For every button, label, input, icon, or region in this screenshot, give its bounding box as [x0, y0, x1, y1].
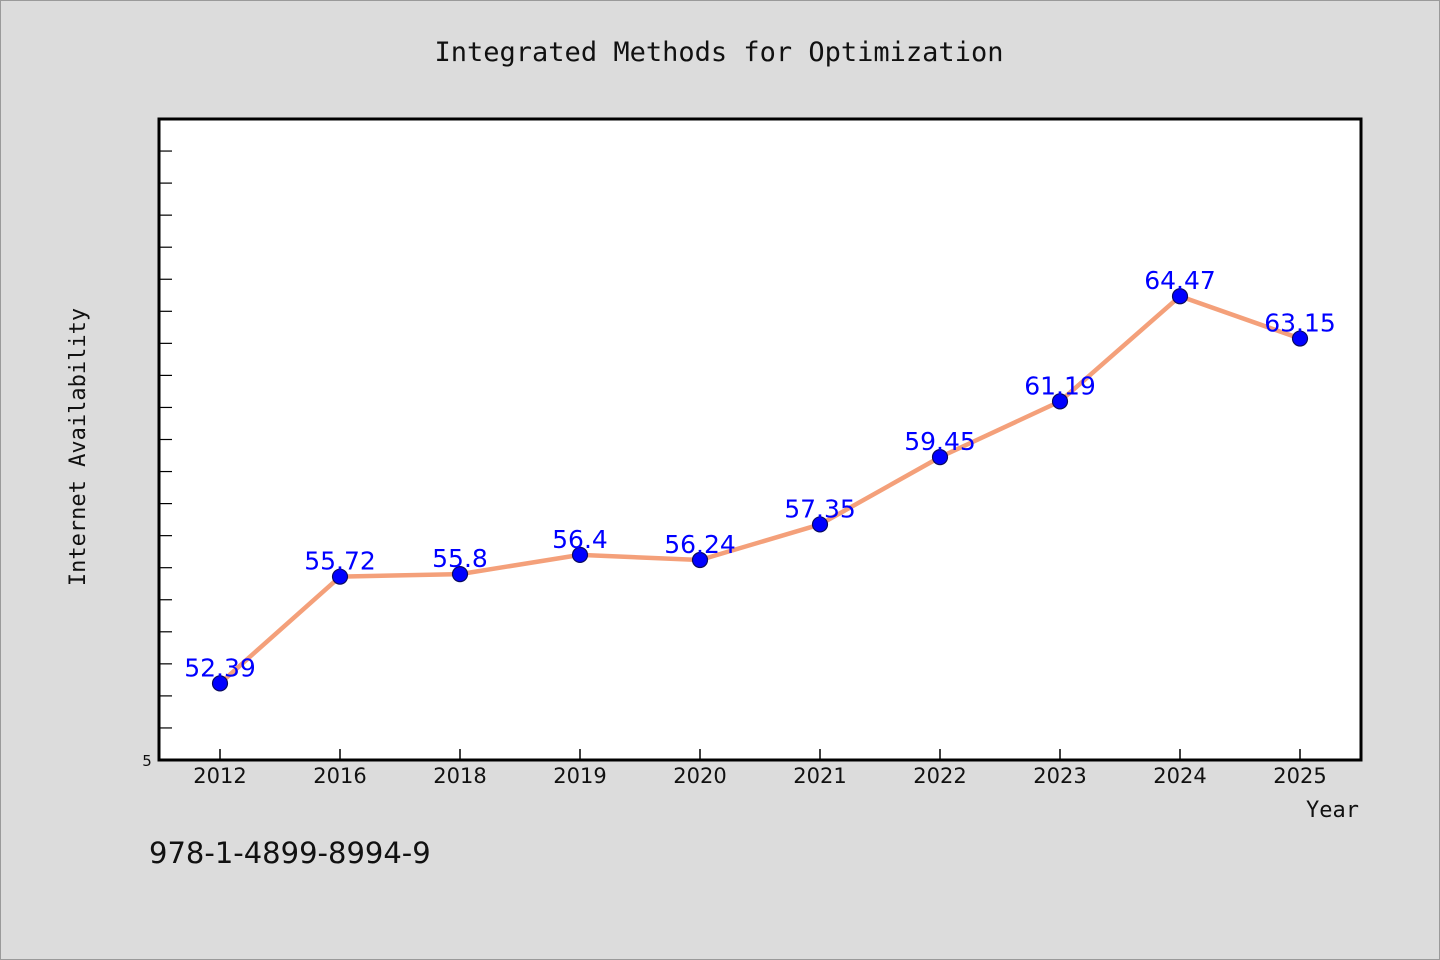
x-tick-label: 2023 — [1033, 764, 1086, 788]
y-axis-label: Internet Availability — [66, 308, 91, 586]
data-point-label: 59.45 — [904, 427, 976, 456]
y-axis-ticks — [159, 150, 172, 729]
x-axis-label: Year — [1306, 798, 1359, 823]
data-point-label: 61.19 — [1024, 371, 1096, 400]
series-line-group — [218, 293, 1301, 686]
x-tick-label: 2012 — [193, 764, 246, 788]
y-min-tick-label: 5 — [142, 752, 152, 770]
series-markers-group — [211, 288, 1309, 692]
data-point-label: 57.35 — [784, 494, 856, 523]
data-point-label: 63.15 — [1264, 309, 1336, 338]
data-point-marker — [931, 449, 949, 466]
data-point-label: 56.24 — [664, 530, 736, 559]
x-tick-label: 2019 — [553, 764, 606, 788]
chart-title: Integrated Methods for Optimization — [435, 37, 1004, 68]
data-point-marker — [1171, 288, 1189, 305]
data-point-marker — [571, 546, 589, 563]
data-point-marker — [1051, 393, 1069, 410]
x-tick-label: 2021 — [793, 764, 846, 788]
data-point-label: 56.4 — [552, 525, 608, 554]
series-line — [218, 293, 1301, 686]
data-point-label: 55.8 — [432, 544, 488, 573]
x-tick-label: 2020 — [673, 764, 726, 788]
data-labels-group: 52.39 55.72 55.8 56.4 56.24 57.35 59.45 61.19 64… — [184, 266, 1336, 682]
plot-area — [157, 117, 1363, 762]
data-point-marker — [811, 516, 829, 533]
x-tick-label: 2025 — [1273, 764, 1326, 788]
data-point-marker — [691, 551, 709, 569]
data-point-marker — [211, 675, 229, 692]
data-point-label: 64.47 — [1144, 266, 1216, 295]
x-tick-label: 2016 — [313, 764, 366, 788]
x-tick-label: 2018 — [433, 764, 486, 788]
data-point-marker — [331, 568, 349, 585]
isbn-footnote: 978-1-4899-8994-9 — [149, 836, 431, 870]
data-point-label: 52.39 — [184, 653, 256, 682]
data-point-marker — [1291, 330, 1309, 347]
x-axis-tick-labels: 2012 2016 2018 2019 2020 2021 2022 2023 2024 2025 — [193, 764, 1326, 788]
data-point-label: 55.72 — [304, 547, 376, 576]
x-tick-label: 2024 — [1153, 764, 1206, 788]
x-axis-ticks — [219, 749, 1301, 760]
x-tick-label: 2022 — [913, 764, 966, 788]
data-point-marker — [451, 566, 469, 583]
